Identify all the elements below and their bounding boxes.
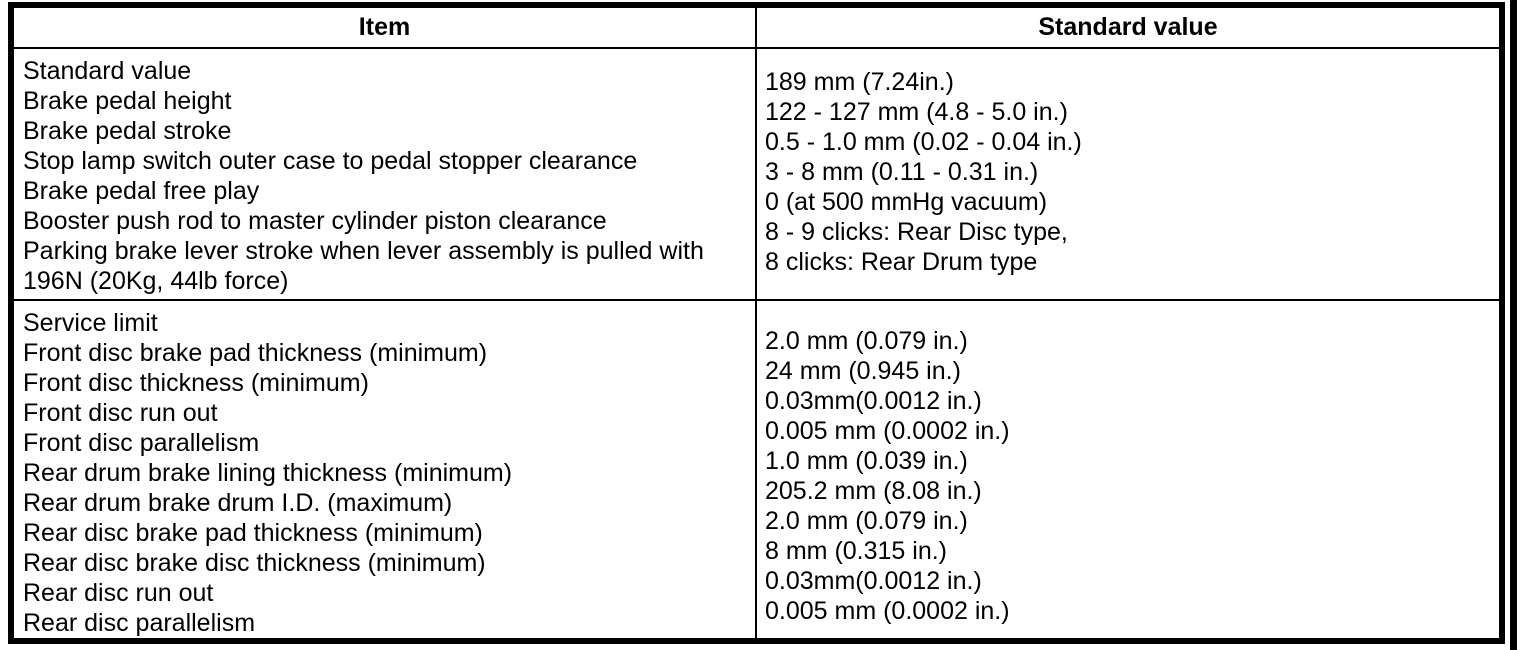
text-line: 2.0 mm (0.079 in.) <box>765 507 968 535</box>
text-line: Rear disc parallelism <box>23 609 256 637</box>
brake-specifications-table: Item Standard value Standard value Brake … <box>8 2 1505 644</box>
text-line: Brake pedal stroke <box>23 117 232 145</box>
text-line: Rear disc brake pad thickness (minimum) <box>23 519 483 547</box>
text-line: 205.2 mm (8.08 in.) <box>765 477 982 505</box>
text-line: Service limit <box>23 309 158 337</box>
column-header-standard-value: Standard value <box>757 8 1499 49</box>
text-line: 8 - 9 clicks: Rear Disc type, <box>765 218 1068 246</box>
text-line: 3 - 8 mm (0.11 - 0.31 in.) <box>765 158 1039 186</box>
text-line: 196N (20Kg, 44lb force) <box>23 267 289 295</box>
service-limit-section-item-cell: Service limit Front disc brake pad thickn… <box>14 301 757 638</box>
text-line: Brake pedal free play <box>23 177 260 205</box>
text-line: 0.03mm(0.0012 in.) <box>765 567 982 595</box>
text-line: Rear drum brake drum I.D. (maximum) <box>23 489 453 517</box>
text-line: Rear disc brake disc thickness (minimum) <box>23 549 486 577</box>
text-line: 0.5 - 1.0 mm (0.02 - 0.04 in.) <box>765 128 1082 156</box>
text-line: 8 clicks: Rear Drum type <box>765 248 1038 276</box>
text-line: 0 (at 500 mmHg vacuum) <box>765 188 1048 216</box>
text-line: Front disc run out <box>23 399 218 427</box>
column-header-item: Item <box>14 8 757 49</box>
text-line: Stop lamp switch outer case to pedal sto… <box>23 147 638 175</box>
text-line: 0.03mm(0.0012 in.) <box>765 387 982 415</box>
text-line: Standard value <box>23 57 192 85</box>
text-line: Rear disc run out <box>23 579 214 607</box>
text-line: 8 mm (0.315 in.) <box>765 537 948 565</box>
text-line: Brake pedal height <box>23 87 232 115</box>
text-line: Booster push rod to master cylinder pist… <box>23 207 607 235</box>
text-line: 0.005 mm (0.0002 in.) <box>765 597 1010 625</box>
text-line: 1.0 mm (0.039 in.) <box>765 447 968 475</box>
text-line: Parking brake lever stroke when lever as… <box>23 237 704 265</box>
text-line: Front disc brake pad thickness (minimum) <box>23 339 488 367</box>
text-line: 189 mm (7.24in.) <box>765 68 954 96</box>
text-line: 2.0 mm (0.079 in.) <box>765 327 968 355</box>
text-line: 122 - 127 mm (4.8 - 5.0 in.) <box>765 98 1068 126</box>
text-line: Rear drum brake lining thickness (minimu… <box>23 459 513 487</box>
text-line: Front disc thickness (minimum) <box>23 369 369 397</box>
standard-value-section-value-cell: 189 mm (7.24in.) 122 - 127 mm (4.8 - 5.0 … <box>757 49 1499 301</box>
text-line: 0.005 mm (0.0002 in.) <box>765 417 1010 445</box>
service-limit-section-value-cell: 2.0 mm (0.079 in.) 24 mm (0.945 in.) 0.03m… <box>757 301 1499 638</box>
text-line: Front disc parallelism <box>23 429 260 457</box>
standard-value-section-item-cell: Standard value Brake pedal height Brake pe… <box>14 49 757 301</box>
page-border-right <box>1510 0 1517 650</box>
text-line: 24 mm (0.945 in.) <box>765 357 961 385</box>
